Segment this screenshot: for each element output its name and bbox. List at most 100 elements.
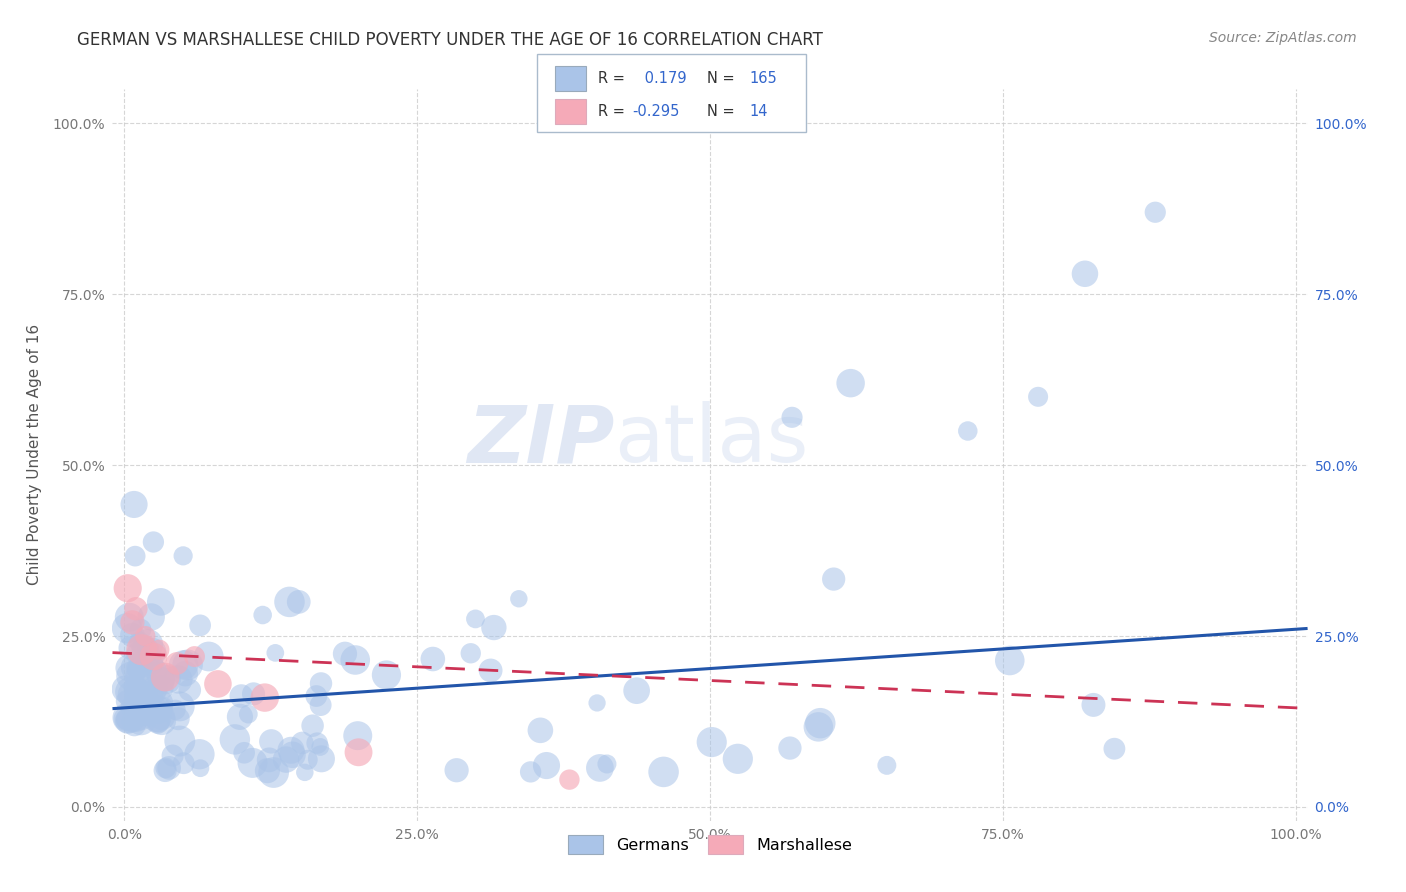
Point (135, 693, 157, 707)
Point (142, 683, 165, 698)
Point (124, 717, 146, 731)
Point (135, 698, 157, 712)
Y-axis label: Child Poverty Under the Age of 16: Child Poverty Under the Age of 16 (27, 325, 42, 585)
Point (136, 658, 159, 673)
Point (536, 758, 558, 772)
Point (297, 753, 319, 767)
Point (169, 734, 191, 748)
Point (464, 612, 486, 626)
Point (129, 662, 152, 676)
Point (274, 753, 297, 767)
Point (482, 621, 505, 635)
Point (118, 610, 141, 624)
Point (128, 647, 150, 661)
Text: N =: N = (707, 103, 740, 119)
Point (124, 549, 146, 563)
Point (224, 732, 246, 747)
Text: 0.179: 0.179 (640, 70, 686, 86)
Point (115, 712, 138, 726)
Point (122, 498, 145, 512)
Point (780, 410, 803, 425)
Point (167, 712, 190, 726)
Point (125, 601, 148, 615)
Point (1026, 390, 1049, 404)
Point (155, 761, 177, 775)
Point (117, 711, 139, 725)
Point (128, 695, 150, 709)
Text: 165: 165 (749, 70, 778, 86)
Point (727, 752, 749, 766)
Point (1144, 205, 1167, 219)
Point (146, 697, 169, 711)
Point (145, 710, 167, 724)
Point (138, 694, 160, 708)
Point (120, 640, 142, 655)
Point (807, 720, 830, 734)
Point (596, 756, 619, 771)
Point (129, 708, 152, 723)
Point (344, 653, 367, 667)
Point (333, 647, 356, 661)
Point (129, 623, 152, 637)
Point (176, 657, 198, 672)
Point (253, 690, 276, 705)
Point (281, 747, 304, 762)
Point (242, 756, 264, 770)
Point (131, 642, 153, 657)
Text: R =: R = (598, 70, 628, 86)
Point (479, 664, 502, 678)
Point (263, 765, 285, 780)
Point (127, 714, 149, 729)
Point (117, 581, 139, 595)
Point (179, 683, 201, 698)
Bar (555, 99, 586, 124)
Point (121, 699, 143, 714)
Point (233, 746, 256, 760)
Point (150, 700, 173, 714)
Point (129, 713, 152, 727)
Point (529, 723, 551, 738)
Point (1083, 698, 1105, 712)
Point (165, 703, 187, 717)
Point (141, 610, 163, 624)
Point (197, 649, 219, 664)
Point (150, 710, 173, 724)
Point (305, 689, 328, 703)
Point (188, 618, 211, 632)
Point (149, 595, 172, 609)
Point (142, 704, 165, 718)
Point (238, 707, 260, 722)
Point (115, 621, 138, 635)
Point (157, 761, 180, 775)
Point (121, 714, 143, 729)
Point (142, 702, 165, 716)
Point (347, 745, 370, 759)
Point (155, 673, 177, 687)
Point (146, 702, 169, 716)
Point (309, 676, 332, 690)
Point (118, 685, 141, 699)
Point (309, 698, 332, 712)
Point (142, 664, 165, 678)
Point (125, 692, 148, 706)
Point (242, 687, 264, 701)
Point (301, 719, 323, 733)
Legend: Germans, Marshallese: Germans, Marshallese (562, 829, 858, 860)
Point (287, 595, 309, 609)
Point (135, 639, 157, 653)
Point (134, 697, 156, 711)
Point (141, 645, 163, 659)
Point (132, 706, 155, 721)
Point (115, 694, 138, 708)
Point (172, 549, 194, 563)
Point (519, 764, 541, 779)
Point (626, 683, 648, 698)
Point (311, 752, 333, 766)
Point (124, 680, 146, 694)
Point (173, 756, 195, 771)
Point (998, 653, 1021, 667)
Point (139, 656, 162, 670)
Point (125, 688, 148, 702)
Point (128, 635, 150, 649)
Point (142, 535, 165, 549)
